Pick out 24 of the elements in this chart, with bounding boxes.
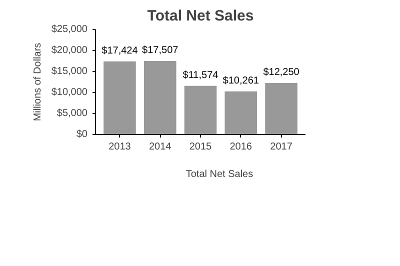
- x-tick-label: 2017: [270, 142, 293, 152]
- chart-title: Total Net Sales: [147, 8, 254, 24]
- data-label: $12,250: [263, 67, 300, 78]
- data-label: $10,261: [222, 75, 260, 86]
- bar: [144, 60, 176, 134]
- y-tick-label: $10,000: [51, 87, 88, 98]
- bar: [104, 61, 136, 134]
- x-tick-label: 2013: [108, 142, 132, 152]
- x-tick-label: 2015: [189, 142, 212, 152]
- data-label: $17,507: [142, 44, 179, 56]
- text: Total Net Sales: [186, 169, 254, 180]
- y-axis-title: Millions of Dollars: [32, 42, 44, 122]
- y-tick-label: $25,000: [51, 24, 88, 35]
- y-tick-label: $5,000: [56, 108, 88, 119]
- x-tick-label: 2016: [230, 142, 252, 152]
- data-label: $17,424: [102, 45, 138, 56]
- bar: [265, 83, 298, 134]
- bar: [184, 86, 217, 134]
- y-tick-label: $20,000: [51, 45, 88, 56]
- y-tick-label: $15,000: [51, 66, 88, 77]
- x-tick-label: 2014: [148, 142, 172, 152]
- data-label: $11,574: [182, 70, 219, 81]
- bar: [224, 91, 258, 134]
- y-tick-label: $0: [76, 129, 88, 140]
